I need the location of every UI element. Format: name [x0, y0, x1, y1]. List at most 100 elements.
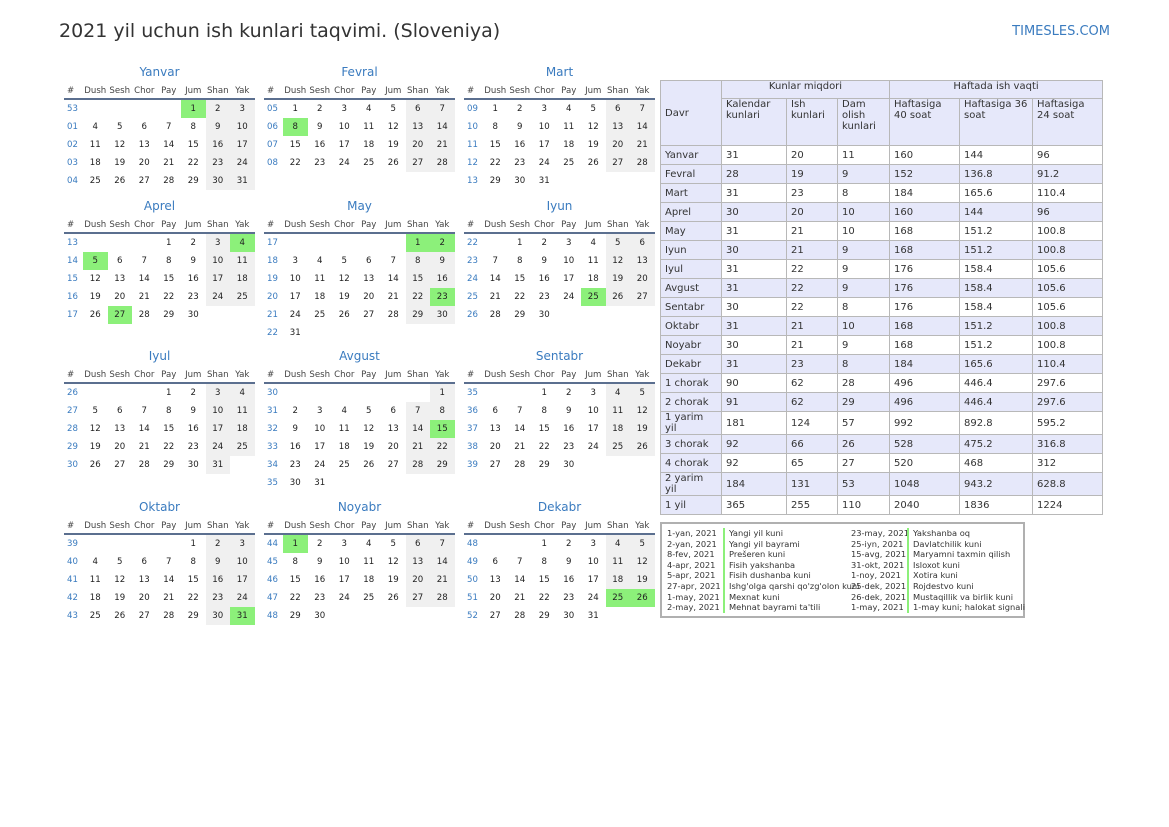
day-cell: 11 — [563, 122, 575, 132]
week-number: 46 — [267, 575, 278, 585]
weekday-header: Dush — [84, 86, 107, 96]
weekday-header: Chor — [134, 370, 155, 380]
day-cell: 14 — [430, 118, 455, 136]
weekday-header: Pay — [161, 220, 177, 230]
day-cell: 19 — [89, 292, 101, 302]
weekday-header: Sesh — [109, 220, 131, 230]
day-cell: 3 — [292, 256, 298, 266]
summary-value: 297.6 — [1032, 392, 1103, 412]
summary-value: 105.6 — [1032, 278, 1103, 298]
holiday-column-right: 23-may, 2021 Yakshanba oq 25-iyn, 2021 Davl… — [851, 528, 1025, 613]
day-cell: 15 — [538, 575, 550, 585]
holiday-day: 5 — [83, 252, 108, 270]
week-row: 07 15 16 17 18 19 20 21 — [264, 136, 455, 154]
day-cell: 11 — [230, 252, 255, 270]
summary-value: 152 — [889, 164, 960, 184]
day-cell: 5 — [390, 539, 396, 549]
week-number: 42 — [67, 593, 78, 603]
summary-value: 19 — [786, 164, 838, 184]
day-cell: 12 — [387, 122, 399, 132]
weekday-header: Yak — [635, 370, 650, 380]
holiday-date: 2-may, 2021 — [667, 602, 720, 613]
day-cell: 7 — [390, 256, 396, 266]
weekday-header: Shan — [206, 86, 229, 96]
day-cell: 27 — [405, 589, 430, 607]
weekday-header-row: # Dush Sesh Chor Pay Jum Shan Yak — [264, 369, 455, 384]
week-row: 10 8 9 10 11 12 13 14 — [464, 118, 655, 136]
day-cell: 7 — [430, 100, 455, 118]
week-number: 39 — [67, 539, 78, 549]
day-cell: 20 — [489, 442, 501, 452]
summary-value: 62 — [786, 392, 838, 412]
day-cell: 11 — [230, 402, 255, 420]
month-iyun: Iyun # Dush Sesh Chor Pay Jum Shan Yak 22 1 2 3 4 5 6 23… — [464, 198, 655, 324]
weekday-header: Dush — [484, 370, 507, 380]
summary-value: 475.2 — [959, 434, 1033, 454]
holiday-name: Mehnat bayrami ta'tili — [729, 602, 821, 613]
day-cell: 8 — [166, 406, 172, 416]
day-cell: 16 — [430, 270, 455, 288]
week-number: 29 — [67, 442, 78, 452]
summary-row: Avgust 31 22 9 176 158.4 105.6 — [660, 278, 1103, 298]
day-cell: 9 — [566, 557, 572, 567]
week-row: 26 28 29 30 — [464, 306, 655, 324]
day-cell: 17 — [538, 140, 550, 150]
day-cell: 28 — [138, 310, 150, 320]
week-number: 48 — [267, 611, 278, 621]
week-row: 41 11 12 13 14 15 16 17 — [64, 571, 255, 589]
day-cell: 31 — [587, 611, 599, 621]
month-noyabr: Noyabr # Dush Sesh Chor Pay Jum Shan Yak 44 1 2 3 4 5 6… — [264, 499, 455, 625]
month-title: Oktabr — [138, 500, 180, 514]
day-cell: 2 — [292, 406, 298, 416]
week-number: 19 — [267, 274, 278, 284]
day-cell: 1 — [541, 539, 547, 549]
empty-day — [381, 474, 406, 492]
day-cell: 5 — [630, 384, 655, 402]
day-cell: 16 — [538, 274, 550, 284]
week-number-header: # — [67, 220, 75, 230]
weekday-header-row: # Dush Sesh Chor Pay Jum Shan Yak — [464, 520, 655, 535]
day-cell: 23 — [205, 154, 230, 172]
site-link[interactable]: TIMESLES.COM — [1012, 24, 1110, 39]
week-number: 08 — [267, 158, 278, 168]
day-cell: 2 — [317, 104, 323, 114]
summary-value: 22 — [786, 259, 838, 279]
summary-value: 9 — [837, 278, 890, 298]
summary-row: Fevral 28 19 9 152 136.8 91.2 — [660, 164, 1103, 184]
day-cell: 17 — [587, 575, 599, 585]
day-cell: 13 — [114, 424, 126, 434]
day-cell: 6 — [117, 256, 123, 266]
weekday-header: Chor — [134, 220, 155, 230]
month-title: Iyun — [546, 199, 573, 213]
day-cell: 6 — [630, 234, 655, 252]
weekday-header: Chor — [334, 220, 355, 230]
empty-day — [357, 324, 382, 342]
day-cell: 20 — [489, 593, 501, 603]
day-cell: 16 — [563, 575, 575, 585]
day-cell: 30 — [430, 306, 455, 324]
empty-day — [581, 172, 606, 190]
month-fevral: Fevral # Dush Sesh Chor Pay Jum Shan Yak 05 1 2 3 4 5 6… — [264, 64, 455, 172]
empty-day — [132, 234, 157, 252]
week-number: 15 — [67, 274, 78, 284]
period-label: Avgust — [660, 278, 722, 298]
day-cell: 16 — [187, 424, 199, 434]
day-cell: 27 — [114, 460, 126, 470]
summary-value: 144 — [959, 145, 1033, 165]
weekday-header: Shan — [606, 521, 629, 531]
empty-day — [483, 384, 508, 402]
month-avgust: Avgust # Dush Sesh Chor Pay Jum Shan Yak 30 1 31 2 3 4… — [264, 348, 455, 492]
day-cell: 28 — [514, 611, 526, 621]
summary-value: 110.4 — [1032, 183, 1103, 203]
weekday-header: Dush — [484, 521, 507, 531]
week-row: 30 1 — [264, 384, 455, 402]
week-number-header: # — [267, 370, 275, 380]
week-row: 33 16 17 18 19 20 21 22 — [264, 438, 455, 456]
week-number: 38 — [467, 442, 478, 452]
day-cell: 21 — [387, 292, 399, 302]
week-number-header: # — [467, 220, 475, 230]
summary-value: 92 — [721, 434, 787, 454]
day-cell: 3 — [341, 539, 347, 549]
day-cell: 3 — [590, 539, 596, 549]
day-cell: 26 — [605, 288, 630, 306]
